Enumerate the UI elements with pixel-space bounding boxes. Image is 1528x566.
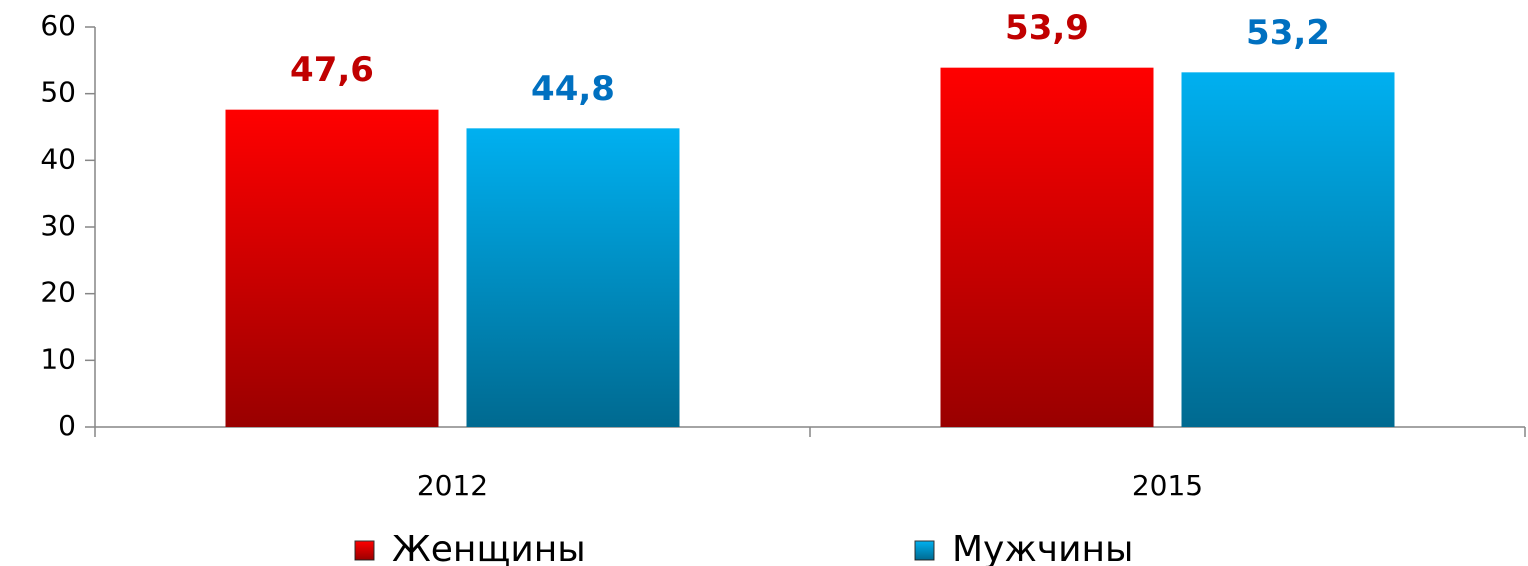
bar <box>1181 72 1395 427</box>
y-tick-label: 20 <box>40 276 76 309</box>
bar <box>466 128 680 428</box>
legend-label: Женщины <box>392 529 586 566</box>
data-label: 47,6 <box>290 50 374 90</box>
y-tick-label: 40 <box>40 142 76 175</box>
legend-swatch-shade <box>915 541 934 560</box>
y-tick-label: 60 <box>40 9 76 42</box>
y-tick-label: 30 <box>40 209 76 242</box>
y-tick-label: 10 <box>40 342 76 375</box>
data-label: 53,9 <box>1005 8 1089 48</box>
legend-label: Мужчины <box>952 529 1133 566</box>
y-tick-label: 50 <box>40 76 76 109</box>
x-tick-label: 2015 <box>1132 469 1203 502</box>
y-tick-label: 0 <box>58 409 76 442</box>
legend-swatch-shade <box>355 541 374 560</box>
data-label: 53,2 <box>1246 13 1330 53</box>
x-tick-label: 2012 <box>417 469 488 502</box>
bar <box>940 67 1154 428</box>
bar <box>225 109 439 428</box>
data-label: 44,8 <box>531 69 615 109</box>
